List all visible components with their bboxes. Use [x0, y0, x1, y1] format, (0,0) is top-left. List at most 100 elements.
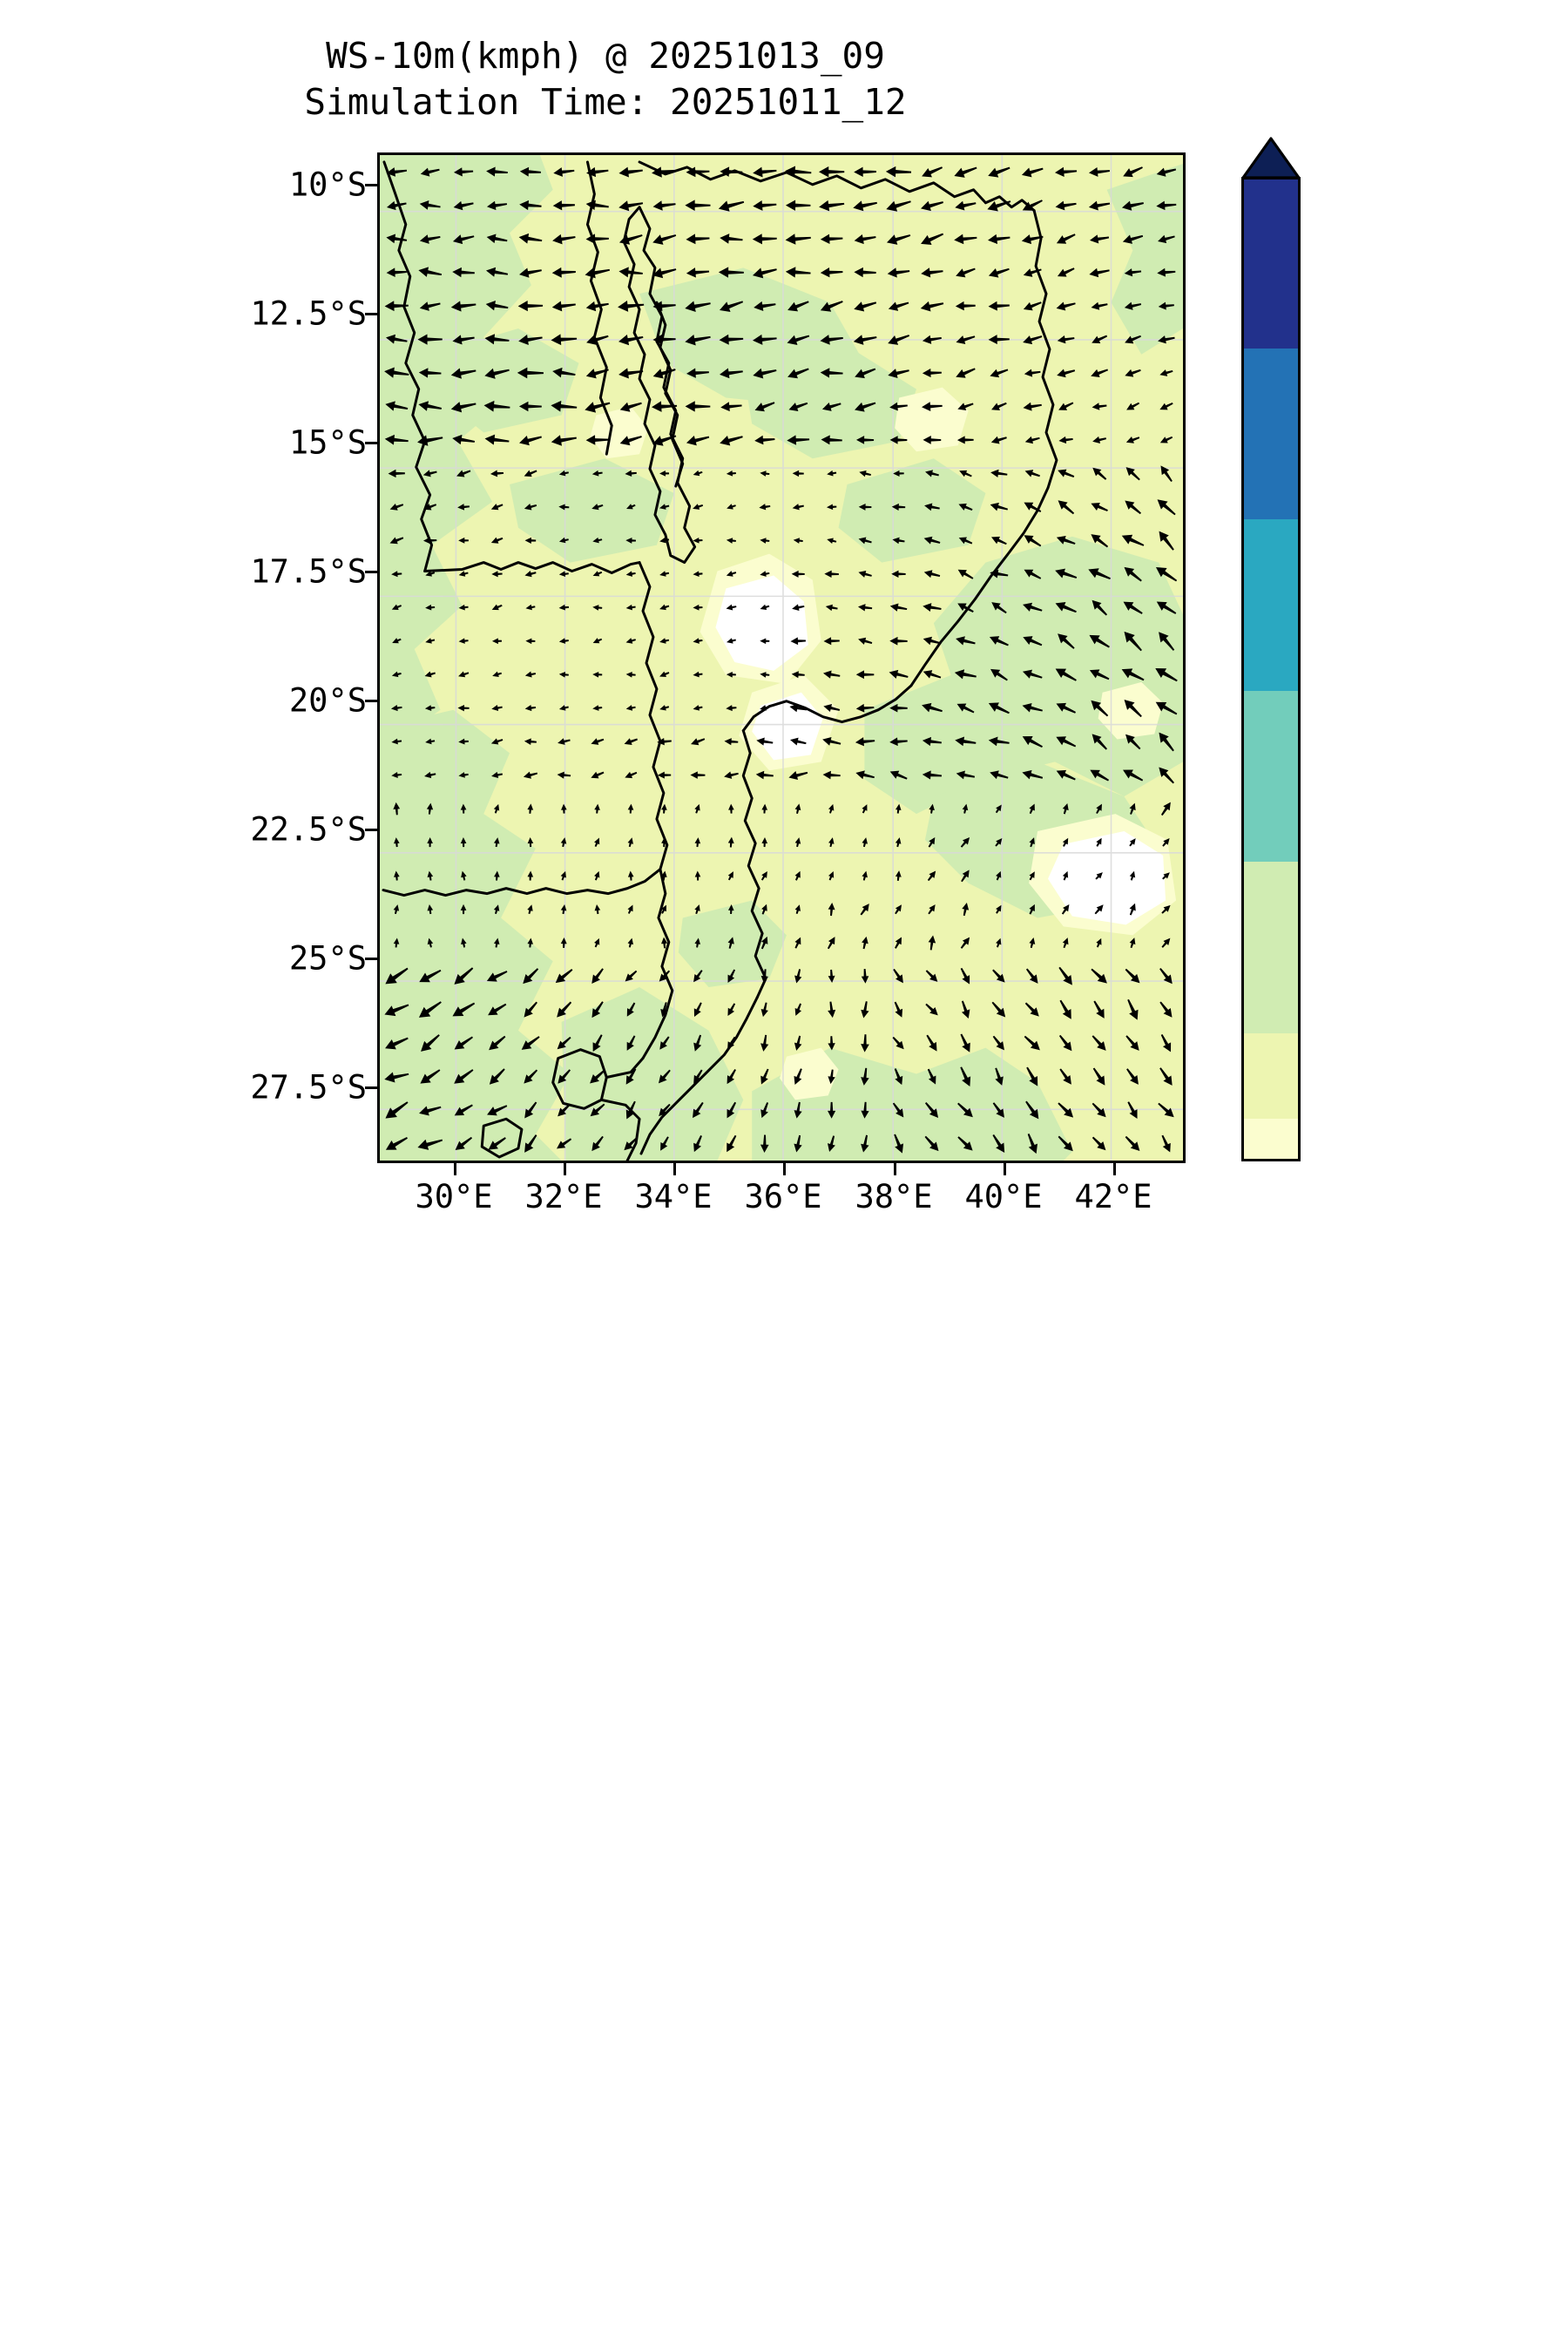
wind-arrow: [826, 504, 837, 511]
wind-arrow: [385, 401, 409, 411]
wind-arrow: [828, 902, 835, 917]
wind-arrow: [923, 436, 942, 444]
wind-arrow: [820, 267, 843, 278]
wind-arrow: [720, 301, 744, 312]
wind-arrow: [788, 402, 808, 411]
wind-arrow: [855, 436, 875, 444]
wind-arrow: [586, 166, 609, 178]
wind-arrow: [928, 836, 936, 848]
wind-arrow: [527, 837, 534, 848]
wind-arrow: [493, 904, 500, 915]
wind-arrow: [828, 1135, 835, 1152]
wind-arrow: [555, 969, 573, 984]
wind-arrow: [1022, 702, 1043, 713]
wind-arrow: [524, 1001, 537, 1018]
wind-arrow: [552, 200, 575, 211]
wind-arrow: [1089, 669, 1110, 680]
wind-arrow: [995, 804, 1002, 814]
wind-arrow: [922, 368, 942, 378]
map-plot-area[interactable]: [377, 152, 1186, 1163]
wind-arrow: [894, 1001, 903, 1018]
wind-arrow: [889, 603, 908, 612]
wind-arrow: [1088, 167, 1111, 177]
xtick-mark: [564, 1163, 566, 1175]
wind-arrow: [391, 571, 402, 578]
wind-arrow: [660, 1136, 669, 1151]
ytick-mark: [365, 958, 377, 960]
wind-arrow: [658, 1069, 671, 1084]
wind-arrow: [928, 935, 936, 951]
wind-arrow: [1029, 837, 1035, 848]
wind-arrow: [990, 668, 1008, 681]
wind-arrow: [1158, 1102, 1174, 1118]
wind-arrow: [820, 335, 843, 345]
wind-arrow: [693, 705, 703, 711]
xtick-label-36e: 36°E: [744, 1178, 822, 1215]
wind-arrow: [761, 837, 768, 848]
wind-arrow: [557, 1001, 572, 1018]
wind-arrow: [594, 803, 600, 814]
wind-arrow: [454, 1104, 473, 1116]
wind-arrow: [519, 436, 542, 446]
wind-arrow: [491, 604, 503, 611]
wind-arrow: [661, 937, 668, 949]
wind-arrow: [491, 638, 502, 645]
wind-arrow: [794, 803, 801, 815]
wind-arrow: [625, 604, 636, 611]
wind-arrow: [393, 904, 400, 915]
ytick-label-10s: 10°S: [288, 166, 367, 204]
wind-arrow: [1159, 1067, 1173, 1086]
wind-arrow: [527, 870, 534, 881]
wind-arrow: [625, 537, 636, 544]
wind-arrow: [995, 838, 1003, 847]
colorbar[interactable]: [1241, 177, 1301, 1161]
wind-arrow: [1092, 1067, 1105, 1086]
wind-arrow: [1056, 234, 1076, 244]
wind-arrow: [855, 737, 875, 747]
wind-arrow: [888, 369, 909, 378]
wind-arrow: [922, 402, 943, 411]
wind-arrow: [785, 166, 812, 178]
wind-arrow: [419, 301, 441, 311]
ytick-label-175s: 17.5°S: [250, 552, 367, 591]
wind-arrow: [923, 636, 942, 646]
wind-arrow: [955, 736, 977, 747]
wind-arrow: [458, 604, 469, 611]
wind-arrow: [753, 166, 777, 178]
wind-arrow: [527, 803, 534, 814]
wind-arrow: [492, 671, 503, 677]
wind-arrow: [452, 267, 475, 278]
wind-arrow: [886, 234, 911, 245]
wind-arrow: [1062, 837, 1069, 847]
wind-arrow: [686, 166, 710, 178]
wind-arrow: [417, 435, 443, 446]
wind-arrow: [1025, 968, 1038, 984]
wind-arrow: [557, 771, 571, 779]
wind-arrow: [893, 470, 904, 477]
wind-arrow: [790, 637, 806, 646]
wind-arrow: [1088, 568, 1111, 580]
wind-arrow: [724, 771, 739, 779]
wind-arrow: [619, 402, 642, 412]
wind-arrow: [889, 737, 908, 747]
wind-arrow: [727, 937, 734, 949]
wind-arrow: [524, 537, 537, 544]
wind-arrow: [1062, 802, 1069, 815]
wind-arrow: [1155, 701, 1178, 715]
wind-arrow: [685, 334, 711, 346]
ytick-mark: [365, 184, 377, 186]
wind-arrow: [591, 738, 605, 745]
xtick-label-32e: 32°E: [524, 1178, 603, 1215]
wind-arrow: [1121, 200, 1144, 211]
wind-arrow: [828, 1001, 836, 1019]
wind-arrow: [822, 736, 841, 746]
wind-arrow: [794, 1101, 802, 1119]
wind-arrow: [693, 571, 703, 578]
wind-arrow: [591, 771, 605, 779]
wind-arrow: [652, 301, 676, 312]
wind-arrow: [1022, 769, 1044, 780]
wind-arrow: [1093, 1000, 1105, 1019]
wind-arrow: [1023, 335, 1043, 345]
ytick-label-125s: 12.5°S: [250, 294, 367, 333]
wind-arrow: [659, 638, 670, 644]
